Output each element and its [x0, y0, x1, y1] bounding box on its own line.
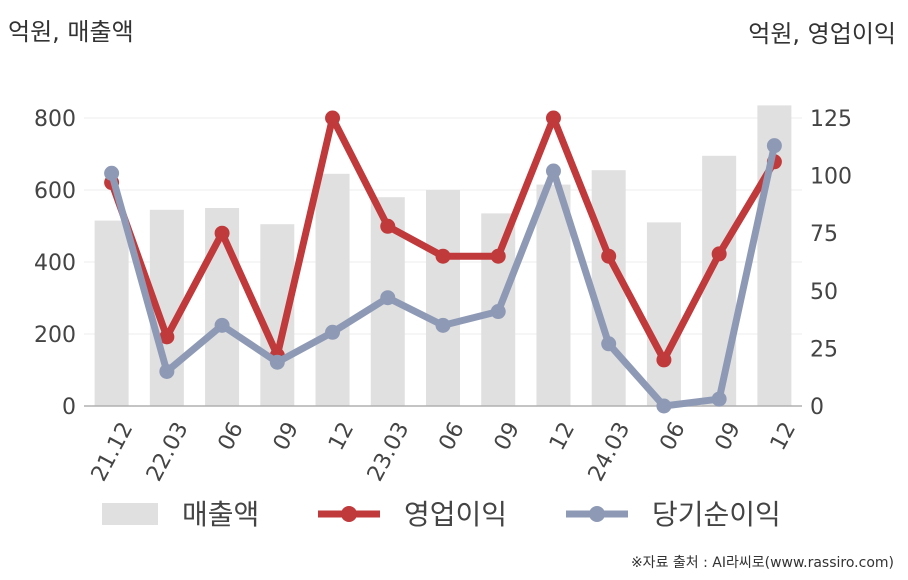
right-y-tick-label: 125 — [810, 107, 852, 132]
point-당기순이익-0 — [104, 165, 120, 181]
point-당기순이익-3 — [269, 354, 285, 370]
y-tick-labels: 0 200 400 600 800 0 25 50 75 100 125 — [34, 107, 852, 420]
point-당기순이익-6 — [435, 317, 451, 333]
bar-12 — [315, 173, 350, 406]
right-y-tick-label: 25 — [810, 337, 838, 362]
x-tick-label: 23.03 — [363, 418, 415, 485]
point-영업이익-2 — [214, 225, 230, 241]
x-tick-label: 22.03 — [142, 418, 194, 485]
bar-06 — [646, 222, 681, 406]
left-y-tick-label: 600 — [34, 179, 76, 204]
legend: 매출액 영업이익 당기순이익 — [102, 498, 781, 531]
x-tick-labels: 21.12 22.03 06 09 12 23.03 06 09 12 24.03 06 09 12 — [87, 418, 801, 485]
right-y-tick-label: 0 — [810, 395, 824, 420]
bar-12 — [536, 184, 571, 406]
right-y-tick-label: 100 — [810, 165, 852, 190]
point-영업이익-8 — [545, 110, 561, 126]
x-tick-label: 12 — [766, 418, 801, 454]
point-당기순이익-9 — [601, 336, 617, 352]
x-tick-label: 09 — [711, 418, 746, 454]
point-영업이익-9 — [601, 248, 617, 264]
point-영업이익-1 — [159, 329, 175, 345]
point-영업이익-4 — [325, 110, 341, 126]
x-tick-label: 21.12 — [87, 418, 139, 485]
bar-06 — [426, 190, 460, 406]
legend-marker-영업이익 — [341, 506, 357, 522]
right-y-tick-label: 75 — [810, 222, 838, 247]
x-tick-label: 06 — [435, 418, 470, 454]
left-y-tick-label: 0 — [62, 395, 76, 420]
point-당기순이익-8 — [545, 163, 561, 179]
point-영업이익-7 — [490, 248, 506, 264]
point-당기순이익-12 — [766, 138, 782, 154]
right-y-tick-label: 50 — [810, 280, 838, 305]
left-axis-unit-label: 억원, 매출액 — [8, 18, 134, 46]
point-영업이익-5 — [380, 218, 396, 234]
bar-24.03 — [591, 170, 626, 406]
point-당기순이익-10 — [656, 398, 672, 414]
bar-21.12 — [94, 220, 129, 406]
line-series — [104, 110, 782, 414]
x-tick-label: 06 — [214, 418, 249, 454]
legend-label-영업이익: 영업이익 — [404, 498, 507, 531]
x-tick-label: 12 — [324, 418, 359, 454]
point-당기순이익-5 — [380, 290, 396, 306]
x-tick-label: 24.03 — [584, 418, 636, 485]
legend-label-매출액: 매출액 — [182, 498, 259, 531]
source-note: ※자료 출처 : AI라씨로(www.rassiro.com) — [630, 555, 894, 571]
legend-marker-당기순이익 — [589, 506, 605, 522]
left-y-tick-label: 800 — [34, 107, 76, 132]
left-y-tick-label: 200 — [34, 323, 76, 348]
point-당기순이익-11 — [711, 391, 727, 407]
point-당기순이익-4 — [325, 324, 341, 340]
point-당기순이익-7 — [490, 304, 506, 320]
point-당기순이익-2 — [214, 317, 230, 333]
left-y-tick-label: 400 — [34, 251, 76, 276]
point-영업이익-10 — [656, 352, 672, 368]
point-영업이익-6 — [435, 248, 451, 264]
bar-series — [94, 105, 792, 407]
x-tick-label: 09 — [490, 418, 525, 454]
x-tick-label: 09 — [269, 418, 304, 454]
legend-swatch-매출액 — [102, 503, 158, 525]
x-tick-label: 12 — [545, 418, 580, 454]
legend-label-당기순이익: 당기순이익 — [652, 498, 781, 531]
x-tick-label: 06 — [655, 418, 690, 454]
right-axis-unit-label: 억원, 영업이익 — [748, 20, 896, 48]
point-영업이익-11 — [711, 246, 727, 262]
point-당기순이익-1 — [159, 363, 175, 379]
